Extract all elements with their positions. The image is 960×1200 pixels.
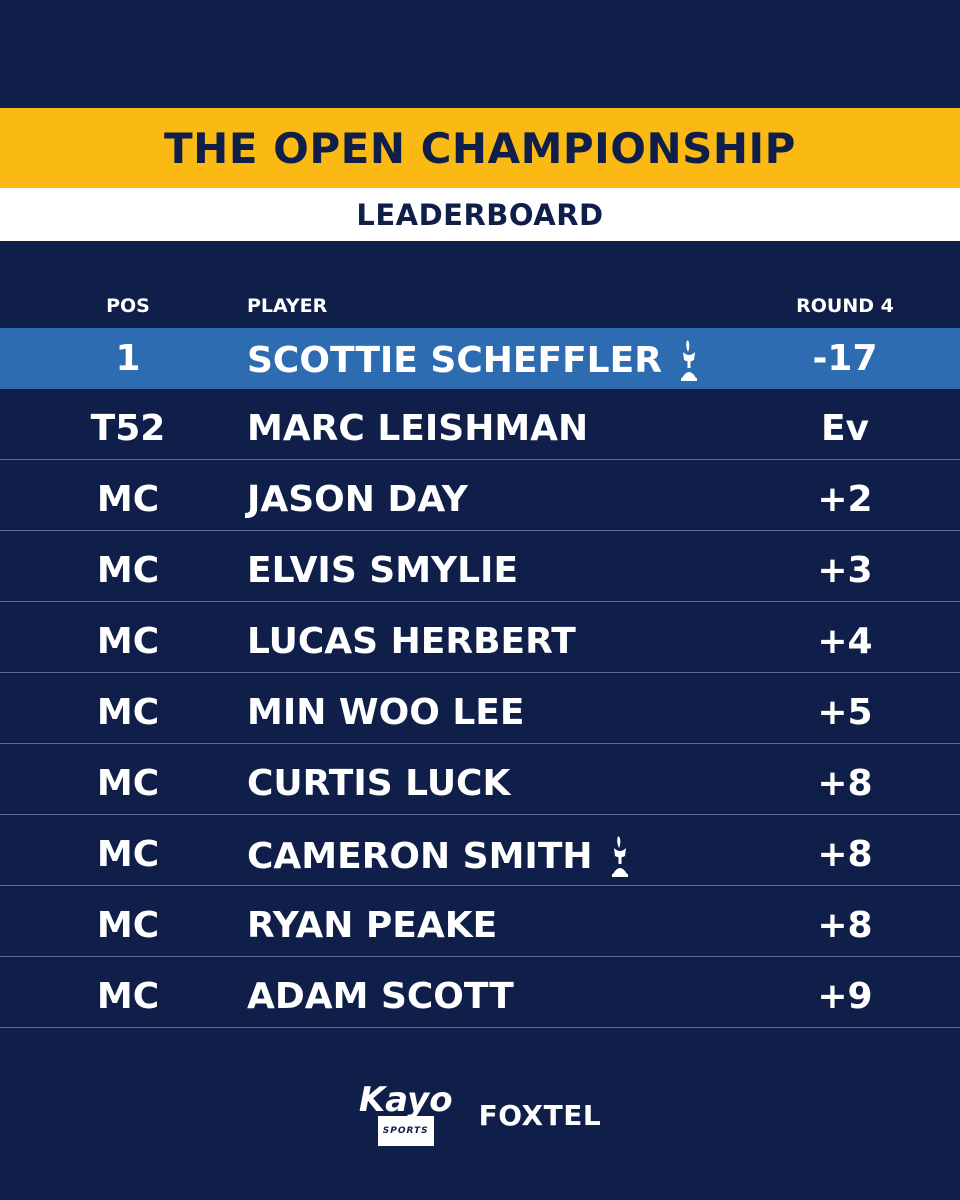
kayo-sports-logo: Kayo SPORTS	[358, 1079, 453, 1146]
player-name: CURTIS LUCK	[247, 763, 511, 804]
kayo-logo-sub: SPORTS	[377, 1115, 434, 1146]
position-cell: T52	[90, 408, 166, 449]
position-cell: MC	[96, 692, 160, 733]
score-cell: +4	[817, 621, 873, 662]
score-cell: +8	[817, 905, 873, 946]
player-cell: JASON DAY	[247, 479, 468, 520]
position-cell: MC	[96, 976, 160, 1017]
player-name: MIN WOO LEE	[247, 692, 525, 733]
subtitle-bar: LEADERBOARD	[0, 188, 960, 241]
page-title: THE OPEN CHAMPIONSHIP	[164, 123, 796, 173]
claret-jug-icon	[676, 338, 702, 382]
player-cell: CURTIS LUCK	[247, 763, 510, 804]
score-cell: +2	[817, 479, 873, 520]
score-cell: +8	[817, 834, 873, 875]
claret-jug-icon	[607, 834, 633, 878]
player-name: JASON DAY	[247, 479, 468, 520]
table-row: MC LUCAS HERBERT +4	[0, 611, 960, 673]
player-name: SCOTTIE SCHEFFLER	[247, 339, 662, 381]
table-row: MC RYAN PEAKE +8	[0, 895, 960, 957]
table-row: MC JASON DAY +2	[0, 469, 960, 531]
score-cell: Ev	[820, 408, 870, 449]
player-cell: MARC LEISHMAN	[247, 408, 588, 449]
table-row: 1 SCOTTIE SCHEFFLER -17	[0, 328, 960, 389]
table-row: MC ADAM SCOTT +9	[0, 966, 960, 1028]
position-cell: 1	[115, 338, 141, 379]
score-cell: +9	[817, 976, 873, 1017]
position-cell: MC	[96, 905, 160, 946]
leaderboard-table: 1 SCOTTIE SCHEFFLER -17 T52 MARC LEISHMAN Ev M…	[0, 328, 960, 1028]
column-header-round: ROUND 4	[796, 295, 894, 317]
table-row: MC ELVIS SMYLIE +3	[0, 540, 960, 602]
score-cell: +5	[817, 692, 873, 733]
position-cell: MC	[96, 621, 160, 662]
player-name: ADAM SCOTT	[247, 976, 514, 1017]
position-cell: MC	[96, 479, 160, 520]
player-name: LUCAS HERBERT	[247, 621, 576, 662]
player-cell: RYAN PEAKE	[247, 905, 497, 946]
score-cell: +8	[817, 763, 873, 804]
title-bar: THE OPEN CHAMPIONSHIP	[0, 108, 960, 188]
table-row: MC CAMERON SMITH +8	[0, 824, 960, 886]
score-cell: +3	[817, 550, 873, 591]
player-cell: CAMERON SMITH	[247, 834, 633, 878]
table-row: MC MIN WOO LEE +5	[0, 682, 960, 744]
foxtel-logo: FOXTEL	[478, 1098, 602, 1132]
table-row: MC CURTIS LUCK +8	[0, 753, 960, 815]
column-header-pos: POS	[106, 295, 150, 317]
position-cell: MC	[96, 834, 160, 875]
footer-logos: Kayo SPORTS FOXTEL	[0, 1079, 960, 1146]
kayo-logo-text: Kayo	[358, 1079, 453, 1120]
column-header-player: PLAYER	[247, 295, 328, 317]
player-cell: MIN WOO LEE	[247, 692, 524, 733]
position-cell: MC	[96, 550, 160, 591]
player-name: RYAN PEAKE	[247, 905, 498, 946]
player-cell: ELVIS SMYLIE	[247, 550, 518, 591]
player-cell: ADAM SCOTT	[247, 976, 514, 1017]
player-name: ELVIS SMYLIE	[247, 550, 519, 591]
player-name: MARC LEISHMAN	[247, 408, 589, 449]
score-cell: -17	[812, 338, 878, 379]
table-row: T52 MARC LEISHMAN Ev	[0, 398, 960, 460]
position-cell: MC	[96, 763, 160, 804]
player-cell: SCOTTIE SCHEFFLER	[247, 338, 702, 382]
player-name: CAMERON SMITH	[247, 835, 593, 877]
page-subtitle: LEADERBOARD	[356, 197, 604, 232]
player-cell: LUCAS HERBERT	[247, 621, 576, 662]
